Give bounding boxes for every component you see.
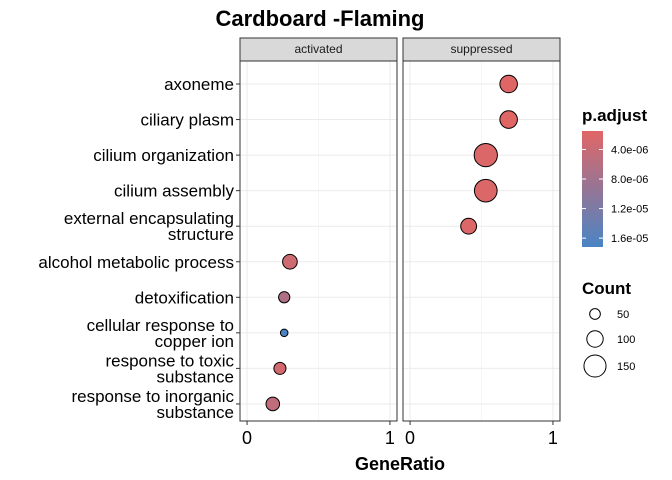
y-label-axoneme: axoneme [164, 75, 234, 94]
y-label-response-to-inorganic-substance: substance [157, 403, 235, 422]
y-axis-labels: axoneme ciliary plasm cilium organization c… [38, 75, 240, 422]
y-label-ciliary-plasm: ciliary plasm [140, 111, 234, 130]
y-label-response-to-toxic-substance: substance [157, 367, 235, 386]
count-legend-key [583, 354, 607, 378]
chart-title: Cardboard -Flaming [215, 6, 424, 31]
colorbar-label: 4.0e-06 [611, 144, 648, 156]
dot-ciliary-plasm [499, 110, 518, 129]
panel-suppressed: suppressed 0 1 [402, 37, 561, 448]
count-legend: Count 50 100 150 [582, 279, 635, 378]
colorbar-label: 1.2e-05 [611, 204, 648, 216]
panel-border [239, 60, 398, 422]
x-tick-label: 1 [548, 428, 558, 448]
colorbar-label: 1.6e-05 [611, 233, 648, 245]
y-label-cellular-response-to-copper-ion: copper ion [155, 332, 234, 351]
dot-axoneme [499, 74, 518, 94]
x-axis-title: GeneRatio [355, 454, 445, 474]
strip-label-suppressed: suppressed [450, 42, 512, 56]
y-label-cellular-response-to-copper-ion: cellular response to [87, 316, 234, 335]
colorbar-label: 8.0e-06 [611, 174, 648, 186]
count-legend-label: 100 [617, 334, 635, 346]
count-legend-key [589, 308, 601, 320]
panel-border [402, 60, 561, 422]
dot-cilium-assembly [473, 178, 498, 203]
x-tick-label: 0 [405, 428, 415, 448]
y-label-cilium-organization: cilium organization [93, 146, 234, 165]
count-legend-label: 50 [617, 309, 629, 321]
p-adjust-legend: p.adjust 4.0e-06 8.0e-06 1.2e-05 1.6e-05 [582, 106, 648, 247]
dot-response-to-toxic-substance [273, 361, 287, 375]
dot-response-to-inorganic-substance [265, 396, 281, 412]
p-adjust-legend-title: p.adjust [582, 106, 648, 125]
x-tick-label: 1 [385, 428, 395, 448]
x-tick-label: 0 [242, 428, 252, 448]
y-label-external-encapsulating-structure: structure [168, 225, 234, 244]
count-legend-label: 150 [617, 361, 635, 373]
y-label-detoxification: detoxification [135, 288, 234, 307]
p-adjust-colorbar [582, 131, 603, 247]
panel-activated: activated 0 1 [239, 37, 398, 448]
dot-cellular-response-to-copper-ion [279, 328, 289, 338]
y-label-response-to-toxic-substance: response to toxic [105, 351, 234, 370]
dot-detoxification [278, 291, 291, 304]
count-legend-key [586, 330, 604, 348]
strip-label-activated: activated [294, 42, 342, 56]
y-label-external-encapsulating-structure: external encapsulating [64, 209, 234, 228]
dot-cilium-organization [473, 142, 498, 168]
y-label-alcohol-metabolic-process: alcohol metabolic process [38, 253, 234, 272]
y-label-response-to-inorganic-substance: response to inorganic [71, 387, 234, 406]
dot-alcohol-metabolic-process [282, 253, 298, 270]
count-legend-title: Count [582, 279, 631, 298]
dot-external-encapsulating-structure [460, 217, 478, 235]
y-label-cilium-assembly: cilium assembly [114, 182, 234, 201]
